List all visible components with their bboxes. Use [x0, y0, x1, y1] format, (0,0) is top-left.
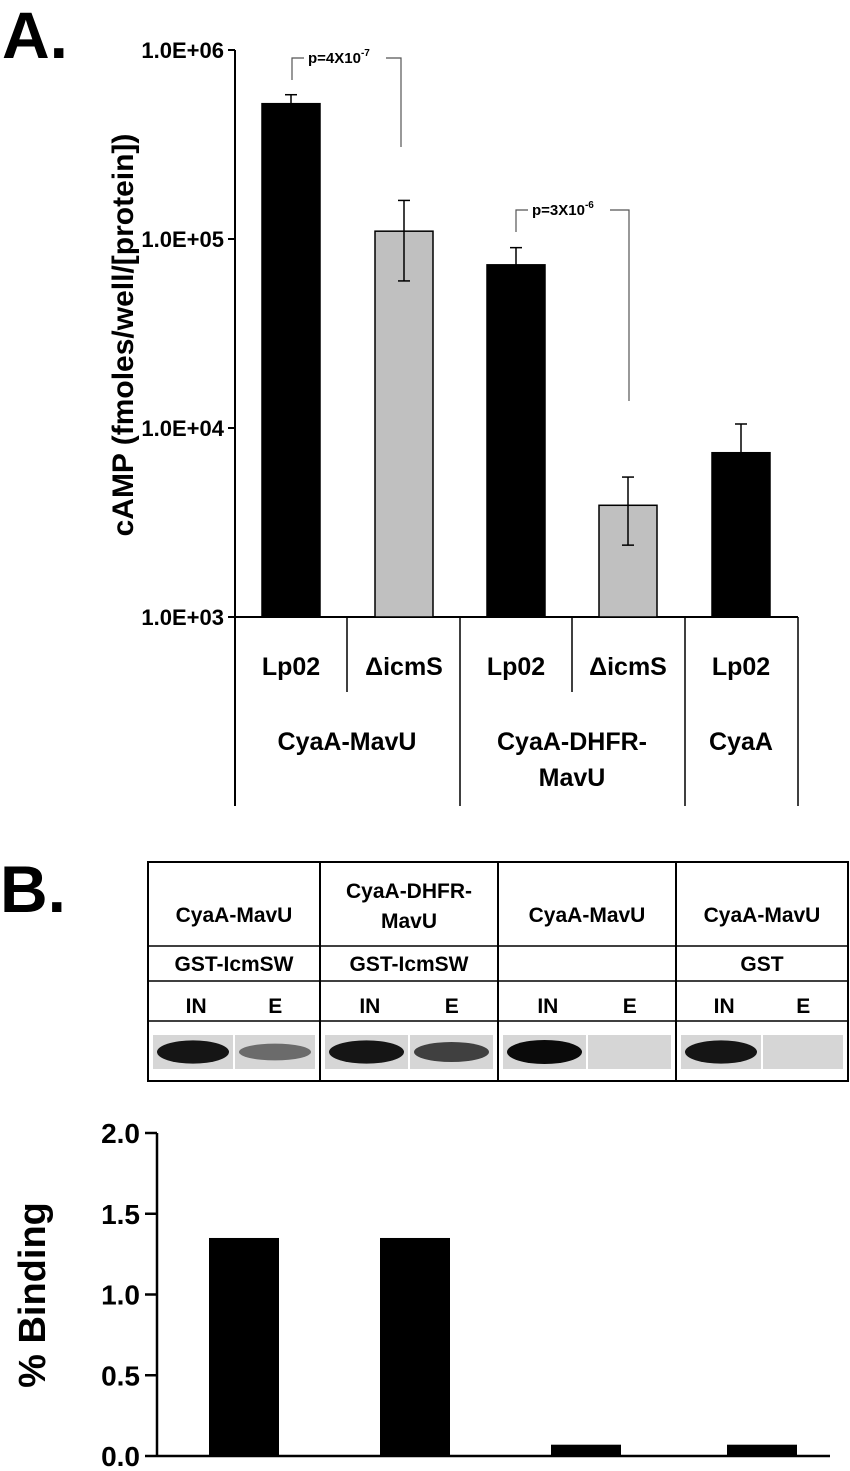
lane-label: IN: [537, 995, 558, 1018]
protein-band: [329, 1040, 404, 1064]
bar: [551, 1444, 621, 1456]
p-value-label: p=4X10-7: [308, 48, 370, 67]
group-label: CyaA-DHFR-: [497, 728, 647, 756]
lane-label: E: [268, 995, 282, 1018]
group-label: MavU: [539, 764, 606, 792]
protein-band: [239, 1043, 311, 1061]
bar: [486, 264, 546, 618]
protein-band: [157, 1040, 229, 1064]
y-tick-label: 1.0: [101, 1280, 140, 1311]
camp-chart: 1.0E+03 1.0E+04 1.0E+05 1.0E+06 cAMP (fmoles…: [107, 38, 799, 806]
gel-lane: [763, 1035, 843, 1069]
y-tick-label: 0.5: [101, 1360, 140, 1391]
y-axis-title: % Binding: [12, 1202, 54, 1388]
p-value-background: [304, 48, 386, 68]
p-value-background: [528, 200, 610, 220]
protein-band: [414, 1042, 489, 1062]
protein-band: [685, 1040, 757, 1064]
p-value-label: p=3X10-6: [532, 200, 594, 219]
y-tick-label: 1.0E+06: [141, 38, 224, 63]
construct-label: CyaA-MavU: [176, 904, 293, 927]
y-axis-title: cAMP (fmoles/well/[protein]): [107, 134, 140, 537]
y-tick-label: 2.0: [101, 1118, 140, 1149]
lane-label: E: [445, 995, 459, 1018]
y-tick-label: 0.0: [101, 1441, 140, 1471]
lane-label: IN: [186, 995, 207, 1018]
construct-label: CyaA-MavU: [704, 904, 821, 927]
bait-label: GST-IcmSW: [174, 953, 293, 976]
construct-label: CyaA-MavU: [529, 904, 646, 927]
lane-label: E: [796, 995, 810, 1018]
panel-a-label: A.: [2, 0, 68, 72]
group-label: CyaA-MavU: [278, 728, 417, 756]
protein-band: [507, 1040, 582, 1064]
bait-label: GST: [740, 953, 783, 976]
y-tick-label: 1.5: [101, 1199, 140, 1230]
strain-label: Lp02: [712, 653, 770, 681]
binding-chart: 0.0 0.5 1.0 1.5 2.0 % Binding: [12, 1118, 830, 1471]
y-tick-label: 1.0E+03: [141, 605, 224, 630]
bar: [380, 1237, 450, 1456]
protein-band: [592, 1047, 667, 1057]
pulldown-blot: CyaA-MavU GST-IcmSW IN E CyaA-DHFR- MavU GST-I…: [147, 861, 849, 1082]
strain-label: ΔicmS: [589, 653, 667, 681]
lane-label: IN: [359, 995, 380, 1018]
lane-label: IN: [714, 995, 735, 1018]
bar: [261, 102, 321, 618]
strain-label: ΔicmS: [365, 653, 443, 681]
group-label: CyaA: [709, 728, 773, 756]
bar: [209, 1237, 279, 1456]
lane-label: E: [623, 995, 637, 1018]
strain-label: Lp02: [487, 653, 545, 681]
construct-label: MavU: [381, 910, 437, 933]
construct-label: CyaA-DHFR-: [346, 880, 472, 903]
bar: [727, 1444, 797, 1456]
y-tick-label: 1.0E+05: [141, 227, 224, 252]
bar: [374, 230, 434, 618]
y-tick-label: 1.0E+04: [141, 416, 224, 441]
bait-label: GST-IcmSW: [349, 953, 468, 976]
panel-b-label: B.: [0, 852, 66, 926]
strain-label: Lp02: [262, 653, 320, 681]
